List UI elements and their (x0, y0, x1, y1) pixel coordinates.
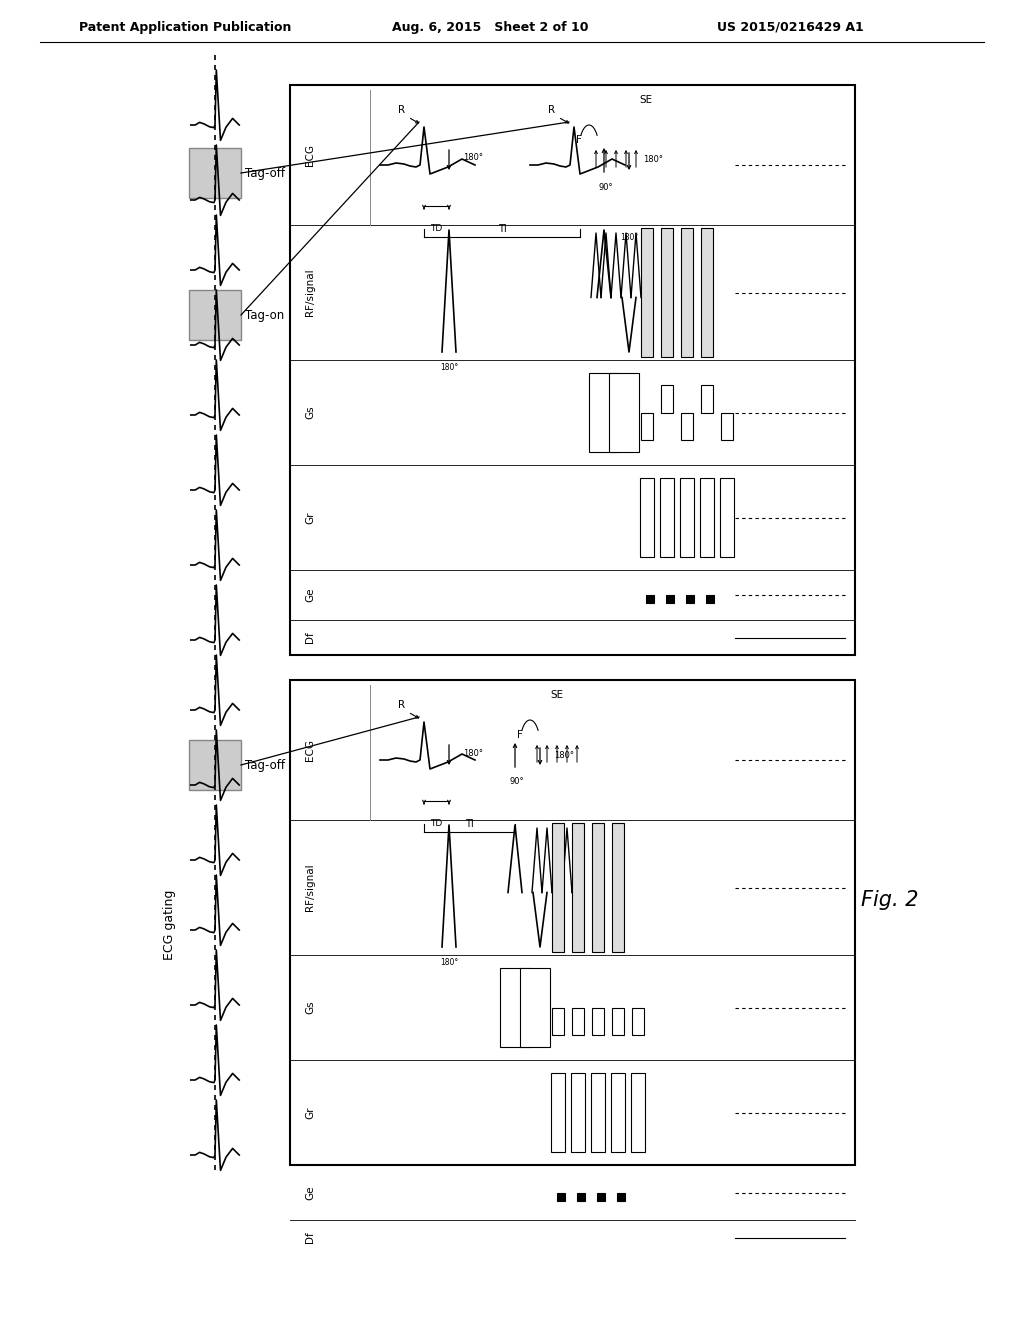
Text: TI: TI (465, 818, 474, 829)
Text: F: F (577, 135, 582, 145)
Text: Gs: Gs (305, 1001, 315, 1014)
Text: Ge: Ge (305, 1185, 315, 1200)
Bar (290, 680, 855, 1166)
Text: Aug. 6, 2015   Sheet 2 of 10: Aug. 6, 2015 Sheet 2 of 10 (392, 21, 588, 33)
Text: 180°: 180° (463, 153, 483, 161)
Bar (681, 412, 693, 441)
Text: R: R (549, 106, 556, 115)
Bar (597, 1192, 605, 1201)
Bar (611, 1073, 625, 1152)
Text: Gr: Gr (305, 1106, 315, 1119)
Text: Tag-off: Tag-off (245, 759, 285, 771)
Text: Ge: Ge (305, 587, 315, 602)
Bar (662, 384, 673, 412)
Bar (591, 1073, 605, 1152)
Text: 90°: 90° (599, 182, 613, 191)
Bar (572, 822, 584, 952)
Bar (640, 478, 654, 557)
Text: 180°: 180° (554, 751, 574, 759)
Text: SE: SE (639, 95, 652, 106)
Bar (572, 1007, 584, 1035)
Text: 180°: 180° (440, 363, 458, 372)
Bar (592, 1007, 604, 1035)
Bar (551, 1073, 565, 1152)
Bar (500, 968, 530, 1047)
Bar (571, 1073, 585, 1152)
Text: RF/signal: RF/signal (305, 269, 315, 317)
Bar (680, 478, 694, 557)
Bar (720, 478, 734, 557)
Text: R: R (398, 700, 406, 710)
Bar (701, 227, 713, 358)
Bar (666, 595, 674, 603)
Bar (617, 1192, 625, 1201)
Text: Patent Application Publication: Patent Application Publication (79, 21, 291, 33)
Bar (609, 372, 639, 453)
Text: TI: TI (498, 224, 507, 234)
Text: Fig. 2: Fig. 2 (861, 890, 919, 909)
Text: Gs: Gs (305, 405, 315, 420)
Bar (189, 290, 241, 341)
Text: Tag-off: Tag-off (245, 166, 285, 180)
Text: US 2015/0216429 A1: US 2015/0216429 A1 (717, 21, 863, 33)
Bar (520, 968, 550, 1047)
Text: 180°: 180° (643, 156, 663, 165)
Text: SE: SE (550, 690, 563, 700)
Bar (662, 227, 673, 358)
Text: Gr: Gr (305, 511, 315, 524)
Bar (552, 1007, 564, 1035)
Text: TD: TD (430, 818, 442, 828)
Bar (700, 478, 714, 557)
Bar (632, 1007, 644, 1035)
Bar (557, 1192, 565, 1201)
Bar (721, 412, 733, 441)
Bar (631, 1073, 645, 1152)
Text: Tag-on: Tag-on (245, 309, 285, 322)
Bar (641, 412, 653, 441)
Text: 180°: 180° (440, 958, 458, 968)
Text: Df: Df (305, 632, 315, 643)
Bar (189, 148, 241, 198)
Bar (552, 822, 564, 952)
Bar (706, 595, 714, 603)
Text: ECG: ECG (305, 739, 315, 762)
Text: 90°: 90° (510, 777, 524, 787)
Bar (612, 822, 624, 952)
Bar (612, 1007, 624, 1035)
Bar (592, 822, 604, 952)
Text: ECG: ECG (305, 144, 315, 166)
Bar (189, 741, 241, 789)
Text: ECG gating: ECG gating (164, 890, 176, 960)
Bar (686, 595, 694, 603)
Text: Df: Df (305, 1232, 315, 1243)
Text: TD: TD (430, 224, 442, 234)
Text: 180°: 180° (620, 234, 638, 242)
Bar (641, 227, 653, 358)
Bar (660, 478, 674, 557)
Text: R: R (398, 106, 406, 115)
Bar (646, 595, 654, 603)
Bar (577, 1192, 585, 1201)
Text: 180°: 180° (463, 750, 483, 759)
Text: RF/signal: RF/signal (305, 863, 315, 911)
Bar (589, 372, 618, 453)
Bar (681, 227, 693, 358)
Bar (290, 84, 855, 655)
Bar (701, 384, 713, 412)
Text: F: F (517, 730, 523, 741)
